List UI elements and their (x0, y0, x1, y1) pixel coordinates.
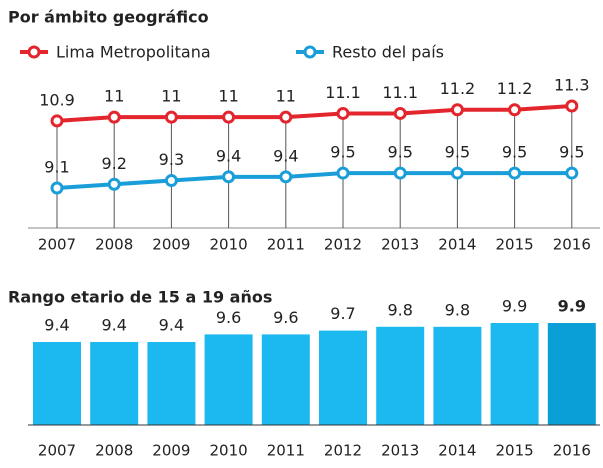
point (50, 114, 64, 128)
legend-marker (27, 45, 41, 59)
x-tick-label: 2016 (553, 442, 591, 460)
x-tick-label: 2013 (381, 442, 419, 460)
value-label: 9.6 (273, 308, 298, 327)
point (279, 110, 293, 124)
x-tick-label: 2007 (38, 442, 76, 460)
point (107, 110, 121, 124)
bar (204, 334, 253, 425)
value-label: 9.7 (330, 304, 355, 323)
point (164, 110, 178, 124)
value-label: 9.4 (216, 146, 241, 165)
bar (376, 326, 425, 425)
x-tick-label: 2012 (324, 442, 362, 460)
x-tick-label: 2015 (496, 236, 534, 254)
series-line (56, 171, 572, 190)
x-tick-label: 2016 (553, 236, 591, 254)
point (222, 170, 236, 184)
x-tick-label: 2008 (95, 442, 133, 460)
value-label: 9.8 (387, 300, 412, 319)
value-label: 9.9 (558, 297, 586, 316)
value-label: 11 (104, 87, 124, 106)
value-label: 11.1 (325, 83, 361, 102)
value-label: 11 (276, 87, 296, 106)
value-label: 9.2 (101, 154, 126, 173)
bar (147, 342, 196, 425)
legend-label: Lima Metropolitana (56, 43, 211, 62)
point (393, 106, 407, 120)
value-label: 11 (161, 87, 181, 106)
point (450, 166, 464, 180)
value-label: 9.4 (159, 316, 184, 335)
value-label: 9.5 (445, 143, 470, 162)
point (279, 170, 293, 184)
value-label: 9.6 (216, 308, 241, 327)
value-label: 11.2 (497, 79, 533, 98)
point (508, 103, 522, 117)
value-label: 9.4 (101, 316, 126, 335)
value-label: 9.5 (387, 143, 412, 162)
value-label: 9.1 (44, 158, 69, 177)
bar (319, 330, 367, 425)
value-label: 9.4 (44, 316, 69, 335)
point (164, 174, 178, 188)
point (107, 177, 121, 191)
point (565, 99, 579, 113)
legend-marker (303, 45, 317, 59)
point (450, 103, 464, 117)
x-tick-label: 2010 (210, 442, 248, 460)
bar (33, 342, 81, 425)
value-label: 10.9 (39, 90, 75, 109)
chart-title: Rango etario de 15 a 19 años (8, 288, 272, 307)
point (222, 110, 236, 124)
value-label: 11.2 (440, 79, 476, 98)
point (508, 166, 522, 180)
x-tick-label: 2011 (267, 442, 305, 460)
value-label: 9.8 (445, 300, 470, 319)
bar (547, 323, 596, 425)
bar (90, 342, 139, 425)
chart-title: Por ámbito geográfico (8, 8, 209, 27)
x-tick-label: 2008 (95, 236, 133, 254)
point (336, 166, 350, 180)
value-label: 9.3 (159, 150, 184, 169)
value-label: 9.4 (273, 146, 298, 165)
value-label: 9.5 (559, 143, 584, 162)
value-label: 9.9 (502, 297, 527, 316)
bar (433, 326, 482, 425)
x-tick-label: 2010 (210, 236, 248, 254)
bar (261, 334, 310, 425)
x-tick-label: 2013 (381, 236, 419, 254)
bar (490, 323, 539, 425)
value-label: 11.1 (382, 83, 418, 102)
x-tick-label: 2011 (267, 236, 305, 254)
series-line (56, 104, 572, 123)
x-tick-label: 2007 (38, 236, 76, 254)
x-tick-label: 2014 (438, 236, 476, 254)
x-tick-label: 2015 (496, 442, 534, 460)
x-tick-label: 2009 (152, 442, 190, 460)
x-tick-label: 2009 (152, 236, 190, 254)
value-label: 11 (218, 87, 238, 106)
legend-label: Resto del país (332, 43, 444, 62)
point (393, 166, 407, 180)
point (50, 181, 64, 195)
x-tick-label: 2012 (324, 236, 362, 254)
value-label: 9.5 (330, 143, 355, 162)
value-label: 9.5 (502, 143, 527, 162)
x-tick-label: 2014 (438, 442, 476, 460)
point (336, 106, 350, 120)
value-label: 11.3 (554, 76, 590, 95)
point (565, 166, 579, 180)
